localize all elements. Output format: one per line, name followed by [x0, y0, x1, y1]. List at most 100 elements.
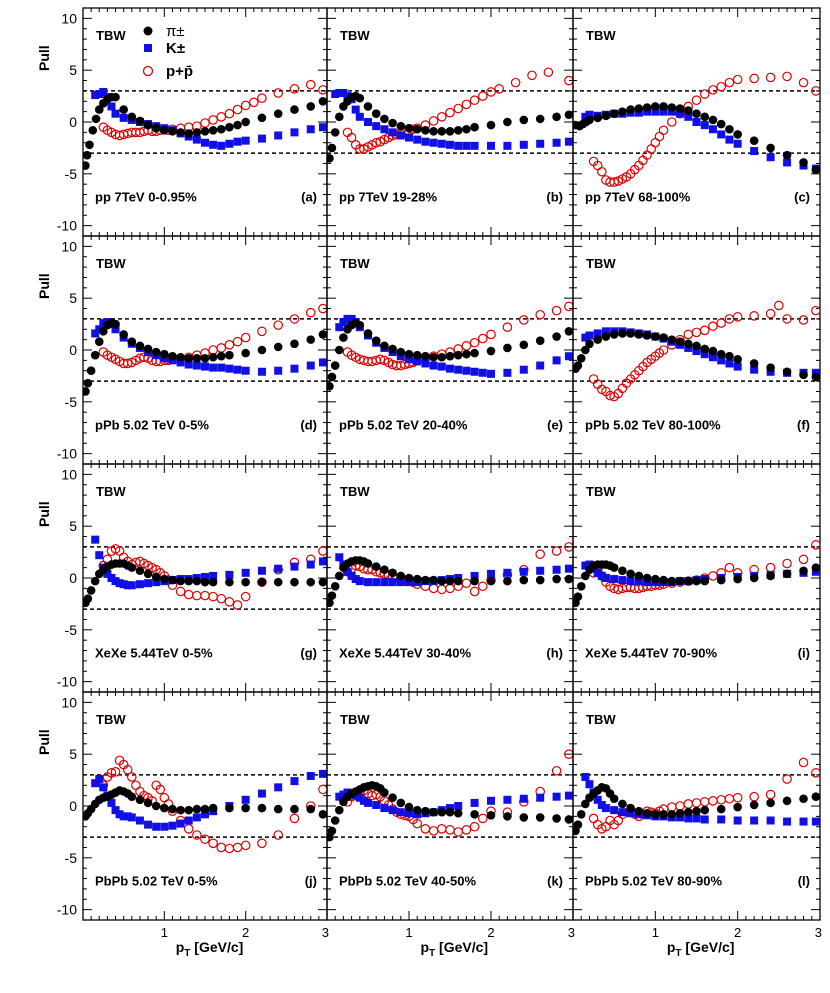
kaon-point	[144, 579, 153, 588]
pion-point	[327, 598, 334, 608]
pion-point	[143, 569, 153, 579]
kaon-point	[372, 578, 381, 587]
kaon-point	[478, 368, 487, 377]
pion-point	[581, 571, 590, 581]
kaon-point	[610, 575, 619, 584]
pion-point	[371, 109, 381, 119]
pion-point	[225, 803, 234, 813]
pion-point	[216, 124, 226, 134]
pion-point	[355, 93, 365, 103]
proton-point	[192, 830, 202, 840]
proton-point	[240, 840, 251, 851]
panel-letter: (e)	[547, 418, 563, 433]
panel-h: TBW XeXe 5.44TeV 30-40% (h)	[326, 463, 574, 693]
proton-point	[564, 75, 573, 86]
pion-point	[380, 565, 389, 575]
pion-point	[396, 347, 406, 357]
kaon-point	[364, 798, 372, 807]
kaon-point	[241, 366, 250, 375]
kaon-point	[115, 579, 124, 588]
kaon-point	[347, 314, 356, 323]
kaon-point	[429, 138, 438, 147]
kaon-point	[339, 790, 348, 799]
pion-point	[576, 353, 586, 363]
kaon-point	[766, 816, 775, 825]
proton-point	[289, 314, 300, 324]
proton-point	[200, 118, 210, 128]
pion-point	[306, 102, 316, 111]
pion-point	[176, 576, 185, 586]
proton-point	[155, 784, 166, 795]
pion-point	[486, 120, 496, 130]
pion-point	[609, 330, 619, 339]
proton-point	[305, 307, 316, 318]
kaon-point	[335, 792, 344, 801]
kaon-point	[119, 113, 128, 122]
y-tick-label: -5	[65, 622, 78, 638]
pion-point	[86, 366, 96, 376]
kaon-point	[95, 325, 104, 334]
pion-point	[609, 563, 619, 572]
pion-point	[766, 798, 775, 808]
kaon-point	[470, 367, 479, 376]
model-label: TBW	[96, 484, 126, 499]
x-tick-label: 3	[322, 925, 329, 940]
proton-point	[375, 354, 386, 365]
proton-point	[445, 107, 455, 118]
pion-point	[290, 339, 299, 349]
proton-point	[564, 301, 573, 312]
kaon-point	[331, 90, 340, 99]
pion-point	[470, 348, 479, 358]
proton-point	[724, 77, 735, 88]
pion-point	[318, 96, 327, 106]
proton-point	[699, 89, 710, 99]
x-axis-label-unit: [GeV/c]	[682, 939, 735, 955]
kaon-point	[717, 815, 726, 824]
pion-point	[151, 347, 161, 357]
kaon-point	[241, 136, 250, 145]
pion-point	[811, 372, 820, 382]
kaon-point	[581, 333, 590, 342]
pion-point	[168, 804, 177, 814]
kaon-point	[111, 806, 120, 815]
proton-point	[708, 571, 718, 581]
kaon-point	[405, 809, 413, 818]
kaon-point	[160, 822, 169, 831]
proton-point	[428, 116, 439, 126]
pion-point	[330, 816, 340, 825]
proton-point	[551, 305, 562, 316]
proton-point	[811, 540, 820, 550]
pion-point	[692, 341, 701, 351]
proton-point	[732, 792, 743, 803]
kaon-point	[593, 329, 602, 338]
panel-label: PbPb 5.02 TeV 80-90%	[585, 874, 722, 889]
pion-point	[176, 352, 185, 362]
kaon-point	[676, 109, 685, 118]
pion-point	[700, 576, 710, 586]
pion-point	[573, 592, 583, 601]
y-tick-label: -5	[65, 850, 78, 866]
pion-point	[404, 349, 414, 359]
pion-point	[208, 125, 218, 135]
panel-markers	[573, 540, 820, 608]
pion-point	[380, 341, 389, 351]
kaon-point	[536, 793, 545, 802]
pion-point	[429, 127, 438, 136]
pion-point	[241, 577, 250, 587]
kaon-point	[339, 88, 348, 97]
proton-point	[486, 87, 496, 97]
kaon-point	[339, 318, 348, 327]
proton-point	[724, 562, 735, 573]
proton-point	[551, 765, 562, 776]
proton-point	[798, 315, 809, 325]
kaon-point	[446, 140, 454, 149]
pion-point	[429, 352, 438, 362]
y-tick-label: -5	[65, 394, 78, 410]
proton-point	[257, 838, 267, 849]
panel-label: pp 7TeV 68-100%	[585, 190, 691, 205]
panel-label: XeXe 5.44TeV 30-40%	[339, 646, 471, 661]
model-label: TBW	[96, 256, 126, 271]
pion-point	[749, 800, 759, 810]
pion-point	[135, 566, 145, 576]
proton-point	[510, 77, 521, 88]
